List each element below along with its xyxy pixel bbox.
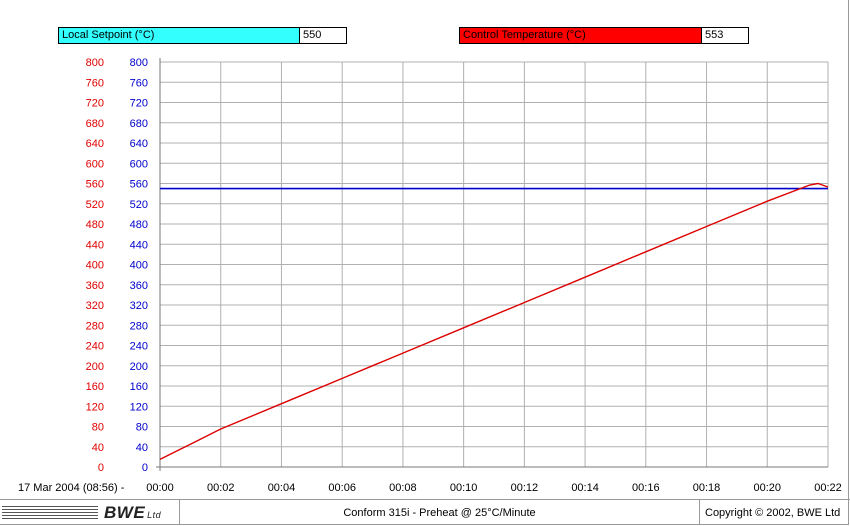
y-tick-label-left: 680: [86, 118, 104, 130]
y-tick-label-left: 240: [86, 341, 104, 353]
control-temperature-legend-label: Control Temperature (°C): [459, 27, 702, 44]
y-tick-label-right: 440: [130, 239, 148, 251]
x-tick-label: 00:14: [571, 482, 599, 494]
y-tick-label-left: 760: [86, 77, 104, 89]
y-tick-label-right: 320: [130, 300, 148, 312]
y-tick-label-left: 720: [86, 98, 104, 110]
control-temperature-series-line: [159, 182, 829, 461]
logo-ltd: Ltd: [147, 510, 162, 520]
logo-text: BWE: [104, 503, 146, 522]
x-tick-label: 00:00: [146, 482, 174, 494]
x-tick-label: 00:12: [511, 482, 539, 494]
y-tick-label-right: 680: [130, 118, 148, 130]
y-tick-label-left: 480: [86, 219, 104, 231]
y-tick-label-left: 640: [86, 138, 104, 150]
y-tick-label-right: 640: [130, 138, 148, 150]
y-tick-label-right: 240: [130, 341, 148, 353]
x-tick-label: 00:18: [693, 482, 721, 494]
y-tick-label-left: 360: [86, 280, 104, 292]
y-tick-label-left: 400: [86, 260, 104, 272]
x-tick-label: 00:02: [207, 482, 235, 494]
y-tick-label-left: 320: [86, 300, 104, 312]
y-tick-label-right: 80: [136, 422, 148, 434]
setpoint-legend-label: Local Setpoint (°C): [58, 27, 300, 44]
y-tick-label-right: 200: [130, 361, 148, 373]
x-tick-label: 00:04: [268, 482, 296, 494]
y-tick-label-right: 280: [130, 320, 148, 332]
temperature-chart: 0 0 40 40 80 80 120 120 160 160 200 200 240 240 280 280…: [18, 57, 842, 494]
y-tick-label-left: 120: [86, 401, 104, 413]
control-temperature-legend-value: 553: [701, 27, 749, 44]
y-tick-label-right: 800: [130, 57, 148, 69]
y-tick-label-left: 0: [98, 462, 104, 474]
y-tick-label-right: 160: [130, 381, 148, 393]
setpoint-legend-value: 550: [299, 27, 347, 44]
y-tick-label-right: 760: [130, 77, 148, 89]
y-tick-label-right: 720: [130, 98, 148, 110]
y-tick-label-right: 40: [136, 442, 148, 454]
footer-bar: BWE Ltd Conform 315i - Preheat @ 25°C/Min…: [0, 499, 850, 526]
x-tick-label: 00:16: [632, 482, 660, 494]
chart-footer-title: Conform 315i - Preheat @ 25°C/Minute: [180, 499, 699, 525]
x-tick-label: 00:10: [450, 482, 478, 494]
y-tick-label-right: 120: [130, 401, 148, 413]
logo-stripes: [2, 506, 98, 520]
y-tick-label-right: 0: [142, 462, 148, 474]
x-tick-label: 00:08: [389, 482, 417, 494]
y-tick-label-left: 200: [86, 361, 104, 373]
bwe-logo: BWE Ltd: [0, 499, 180, 525]
y-tick-label-left: 440: [86, 239, 104, 251]
y-tick-label-left: 160: [86, 381, 104, 393]
y-tick-label-left: 800: [86, 57, 104, 69]
copyright-notice: Copyright © 2002, BWE Ltd: [699, 499, 850, 525]
y-tick-label-left: 600: [86, 158, 104, 170]
y-tick-label-left: 520: [86, 199, 104, 211]
x-start-label: 17 Mar 2004 (08:56) -: [18, 482, 125, 494]
y-tick-label-right: 600: [130, 158, 148, 170]
y-tick-label-left: 40: [92, 442, 104, 454]
y-tick-label-left: 80: [92, 422, 104, 434]
x-tick-label: 00:20: [754, 482, 782, 494]
y-tick-label-right: 480: [130, 219, 148, 231]
y-tick-label-right: 360: [130, 280, 148, 292]
y-tick-label-right: 520: [130, 199, 148, 211]
y-tick-label-right: 400: [130, 260, 148, 272]
x-tick-label: 00:22: [814, 482, 842, 494]
y-tick-label-left: 560: [86, 179, 104, 191]
y-tick-label-right: 560: [130, 179, 148, 191]
y-tick-label-left: 280: [86, 320, 104, 332]
x-tick-label: 00:06: [328, 482, 356, 494]
